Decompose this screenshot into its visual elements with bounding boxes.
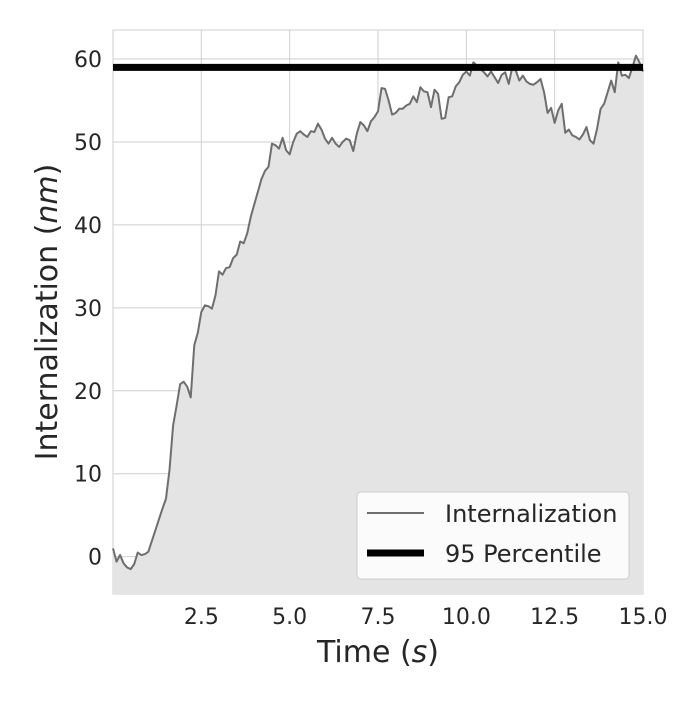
y-tick-label: 50 xyxy=(74,131,102,156)
y-tick-label: 60 xyxy=(74,48,102,73)
y-axis-title: Internalization (nm) xyxy=(30,164,65,461)
data-layer xyxy=(112,54,644,594)
y-tick-label: 40 xyxy=(74,214,102,239)
internalization-area-fill xyxy=(113,55,643,594)
x-tick-label: 7.5 xyxy=(361,605,396,630)
x-tick-label: 5.0 xyxy=(272,605,307,630)
y-tick-label: 20 xyxy=(74,380,102,405)
legend-frame xyxy=(356,491,630,580)
legend: Internalization 95 Percentile xyxy=(356,491,630,580)
tick-labels: 2.5 5.0 7.5 10.0 12.5 15.0 0 10 20 30 40 50 60 xyxy=(74,48,667,630)
x-tick-label: 15.0 xyxy=(619,605,668,630)
y-tick-label: 30 xyxy=(74,297,102,322)
x-tick-label: 12.5 xyxy=(530,605,579,630)
legend-label-95-percentile: 95 Percentile xyxy=(445,540,602,568)
y-tick-label: 0 xyxy=(88,546,102,571)
internalization-line xyxy=(112,54,644,571)
legend-label-internalization: Internalization xyxy=(445,500,617,528)
x-tick-label: 2.5 xyxy=(184,605,219,630)
x-tick-label: 10.0 xyxy=(442,605,491,630)
y-tick-label: 10 xyxy=(74,463,102,488)
x-axis-title: Time (s) xyxy=(316,635,439,670)
